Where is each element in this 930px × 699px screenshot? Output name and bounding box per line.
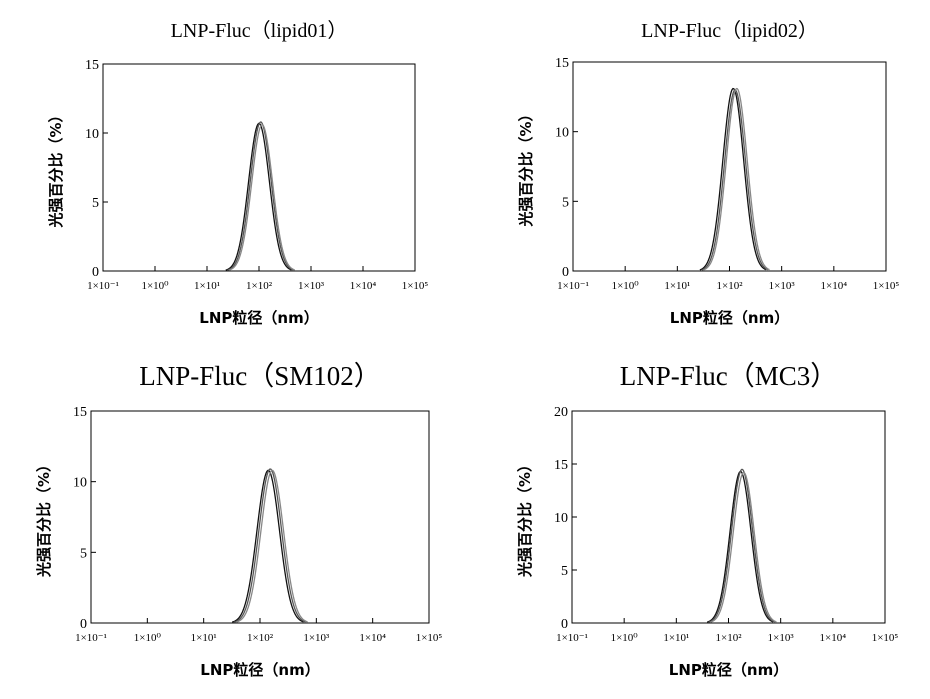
y-tick-label: 15	[85, 58, 99, 73]
chart-title: LNP-Fluc（lipid01）	[171, 19, 348, 42]
x-tick-label: 1×10¹	[664, 280, 690, 292]
y-tick-label: 10	[73, 476, 87, 491]
y-axis-label: 光强百分比（%）	[47, 107, 65, 228]
series-line-2	[709, 469, 775, 622]
y-axis-label: 光强百分比（%）	[517, 106, 535, 227]
series-line-2	[227, 122, 293, 270]
x-tick-label: 1×10²	[247, 632, 274, 644]
y-tick-label: 5	[562, 195, 569, 210]
y-tick-label: 0	[80, 617, 87, 632]
y-tick-label: 0	[92, 265, 99, 280]
chart-panel-1: LNP-Fluc（lipid01） 0 5 10 15 1×10⁻¹ 1×10⁰ 1×10¹ 1…	[47, 19, 428, 327]
series-line-2	[234, 469, 305, 622]
x-tick-label: 1×10²	[246, 280, 273, 292]
x-tick-label: 1×10⁵	[402, 280, 429, 292]
chart-panel-2: LNP-Fluc（lipid02） 0 5 10 15 1×10⁻¹ 1×10⁰ 1×10¹ 1…	[517, 19, 899, 327]
y-tick-label: 0	[562, 265, 569, 280]
y-tick-label: 5	[92, 196, 99, 211]
x-axis-label: LNP粒径（nm）	[670, 309, 789, 327]
y-tick-label: 15	[73, 405, 87, 420]
x-tick-label: 1×10⁻¹	[87, 280, 119, 292]
y-tick-label: 10	[555, 126, 569, 141]
x-tick-label: 1×10⁰	[611, 632, 639, 644]
x-tick-label: 1×10¹	[194, 280, 220, 292]
chart-title: LNP-Fluc（lipid02）	[641, 19, 818, 42]
series-line-1	[700, 89, 766, 270]
series-line-2	[702, 90, 768, 270]
x-axis-label: LNP粒径（nm）	[199, 309, 318, 327]
y-axis-label: 光强百分比（%）	[35, 457, 53, 578]
x-tick-label: 1×10⁵	[872, 632, 899, 644]
x-tick-label: 1×10⁰	[141, 280, 169, 292]
x-tick-label: 1×10⁻¹	[556, 632, 588, 644]
x-tick-label: 1×10¹	[663, 632, 689, 644]
y-tick-label: 5	[80, 546, 87, 561]
chart-title: LNP-Fluc（MC3）	[620, 361, 838, 391]
x-axis-label: LNP粒径（nm）	[200, 661, 319, 679]
series-line-1	[232, 470, 303, 622]
x-tick-label: 1×10⁴	[350, 280, 377, 292]
x-tick-label: 1×10⁰	[134, 632, 162, 644]
x-tick-label: 1×10³	[768, 632, 795, 644]
x-tick-label: 1×10¹	[191, 632, 217, 644]
plot-frame	[572, 411, 885, 623]
x-tick-label: 1×10²	[716, 280, 743, 292]
x-tick-label: 1×10⁵	[416, 632, 443, 644]
chart-panel-4: LNP-Fluc（MC3） 0 5 10 15 20 1×10⁻¹ 1×10⁰ 1×10¹ 1×1…	[516, 361, 898, 679]
y-tick-label: 15	[555, 56, 569, 71]
x-tick-label: 1×10⁴	[821, 280, 848, 292]
x-tick-label: 1×10³	[303, 632, 330, 644]
x-tick-label: 1×10⁵	[873, 280, 900, 292]
x-axis-label: LNP粒径（nm）	[669, 661, 788, 679]
y-tick-label: 15	[554, 458, 568, 473]
chart-panel-3: LNP-Fluc（SM102） 0 5 10 15 1×10⁻¹ 1×10⁰ 1×10¹ 1×1…	[35, 361, 442, 679]
y-tick-label: 5	[561, 564, 568, 579]
x-tick-label: 1×10⁴	[820, 632, 847, 644]
plot-frame	[103, 64, 415, 271]
x-tick-label: 1×10⁻¹	[557, 280, 589, 292]
y-tick-label: 20	[554, 405, 568, 420]
x-tick-label: 1×10⁰	[612, 280, 640, 292]
x-tick-label: 1×10³	[298, 280, 325, 292]
y-axis-label: 光强百分比（%）	[516, 457, 534, 578]
chart-title: LNP-Fluc（SM102）	[139, 361, 381, 391]
y-tick-label: 10	[554, 511, 568, 526]
plot-frame	[573, 62, 886, 271]
y-tick-label: 0	[561, 617, 568, 632]
y-tick-label: 10	[85, 127, 99, 142]
x-tick-label: 1×10³	[769, 280, 796, 292]
x-tick-label: 1×10⁻¹	[75, 632, 107, 644]
x-tick-label: 1×10²	[715, 632, 742, 644]
x-tick-label: 1×10⁴	[359, 632, 386, 644]
